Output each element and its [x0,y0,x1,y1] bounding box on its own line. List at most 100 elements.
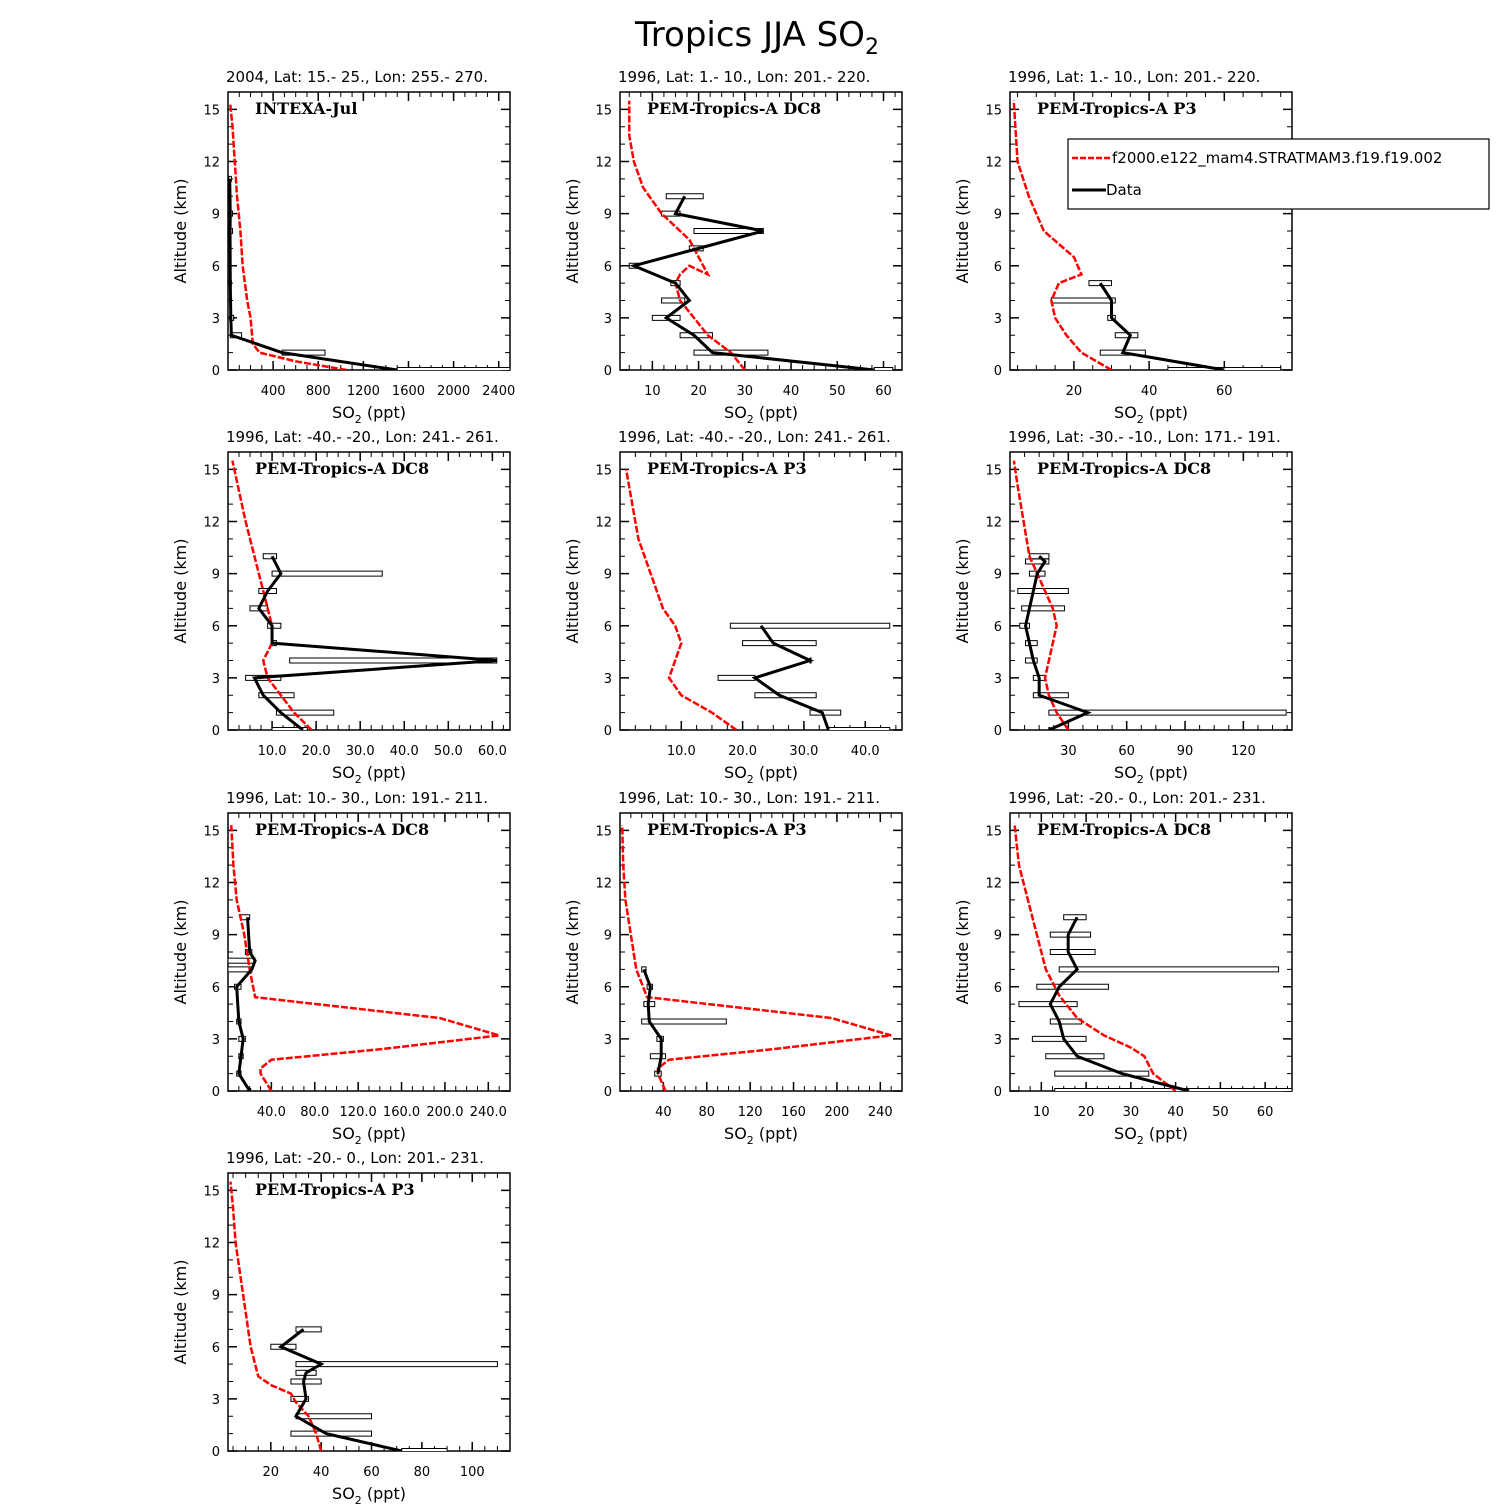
y-tick-label: 12 [203,1237,220,1252]
campaign-label: PEM-Tropics-A P3 [647,459,807,478]
legend-model-label: f2000.e122_mam4.STRATMAM3.f19.f19.002 [1112,149,1442,168]
y-tick-label: 15 [203,824,220,839]
model-line [627,100,746,370]
y-tick-label: 15 [985,103,1002,118]
y-tick-label: 9 [604,929,612,944]
x-axis-label: SO2 (ppt) [332,1124,406,1147]
x-axis-label: SO2 (ppt) [1114,403,1188,426]
y-tick-label: 12 [595,156,612,171]
y-axis-label: Altitude (km) [953,900,972,1005]
model-line [229,104,347,370]
y-tick-label: 12 [203,877,220,892]
y-tick-label: 0 [604,364,612,379]
x-tick-label: 40.0 [851,744,880,759]
campaign-label: PEM-Tropics-A P3 [647,820,807,839]
x-tick-label: 80 [698,1105,715,1120]
error-bar [649,1053,667,1060]
error-bar [1017,588,1069,594]
legend: f2000.e122_mam4.STRATMAM3.f19.f19.002 Da… [1067,138,1490,210]
x-axis-label: SO2 (ppt) [332,763,406,786]
error-bar [717,674,756,681]
x-tick-label: 60 [363,1465,380,1480]
model-line [231,460,313,730]
y-tick-label: 6 [212,620,220,635]
x-axis-label: SO2 (ppt) [724,1124,798,1147]
figure-title: Tropics JJA SO2 [634,15,879,60]
x-tick-label: 60.0 [478,744,507,759]
y-tick-label: 6 [212,260,220,275]
y-tick-label: 0 [212,1445,220,1460]
y-tick-label: 12 [595,516,612,531]
panel-title: 1996, Lat: -20.- 0., Lon: 201.- 231. [226,1149,484,1167]
x-tick-label: 20 [1066,384,1083,399]
panel-3: 0 3 6 9 12 15 20 40 60 1996, Lat: 1.- 10., Lon: 2… [953,68,1293,426]
y-tick-label: 12 [595,877,612,892]
panel-title: 1996, Lat: -40.- -20., Lon: 241.- 261. [226,428,499,446]
y-tick-label: 0 [994,1085,1002,1100]
y-tick-label: 3 [994,312,1002,327]
model-line [229,1181,323,1451]
y-axis-label: Altitude (km) [171,1260,190,1365]
y-tick-label: 0 [994,724,1002,739]
error-bar [1054,1070,1150,1077]
x-tick-label: 60 [1216,384,1233,399]
x-tick-label: 10 [1033,1105,1050,1120]
y-tick-label: 6 [212,1341,220,1356]
y-tick-label: 9 [212,208,220,223]
error-bar [729,622,891,629]
error-bar [262,553,277,560]
panel-8: 0 3 6 9 12 15 40 80 120 160 200 240 1996, Lat: 10.- … [563,789,903,1147]
y-tick-label: 12 [985,156,1002,171]
x-tick-label: 40.0 [257,1105,286,1120]
panel-title: 2004, Lat: 15.- 25., Lon: 255.- 270. [226,68,488,86]
panel-title: 1996, Lat: 1.- 10., Lon: 201.- 220. [1008,68,1260,86]
data-line [751,624,830,730]
campaign-label: INTEXA-Jul [255,99,357,118]
panel-1: 0 3 6 9 12 15 400 800 1200 1600 2000 2400 2004, Lat:… [171,68,515,426]
x-tick-label: 30.0 [789,744,818,759]
panel-9: 0 3 6 9 12 15 10 20 30 40 50 60 1996, Lat: -20.- 0.,… [953,789,1293,1147]
y-tick-label: 12 [985,516,1002,531]
plot-frame [1009,91,1293,371]
data-line [1024,555,1092,730]
x-tick-label: 120 [1231,744,1256,759]
y-tick-label: 6 [604,620,612,635]
data-line [642,968,663,1074]
y-tick-label: 6 [994,620,1002,635]
y-tick-label: 9 [212,1289,220,1304]
error-bar [827,727,891,730]
panel-2: 0 3 6 9 12 15 10 20 30 40 50 60 1996, Lat: 1.- 10., … [563,68,903,426]
campaign-label: PEM-Tropics-A DC8 [647,99,821,118]
x-tick-label: 160 [781,1105,806,1120]
y-tick-label: 3 [994,1033,1002,1048]
x-tick-label: 2400 [482,384,515,399]
x-tick-label: 60 [1118,744,1135,759]
campaign-label: PEM-Tropics-A P3 [1037,99,1197,118]
x-tick-label: 60 [1257,1105,1274,1120]
y-tick-label: 12 [203,516,220,531]
x-tick-label: 200.0 [426,1105,463,1120]
x-axis-label: SO2 (ppt) [724,403,798,426]
x-tick-label: 10.0 [667,744,696,759]
y-tick-label: 9 [994,929,1002,944]
error-bar [809,709,842,716]
x-tick-label: 20.0 [728,744,757,759]
x-tick-label: 200 [825,1105,850,1120]
x-tick-label: 240.0 [470,1105,507,1120]
plot-frame [227,1172,511,1452]
y-tick-label: 15 [595,824,612,839]
x-axis-label: SO2 (ppt) [332,1484,406,1507]
error-bar [873,367,894,370]
plot-area [228,104,510,370]
x-axis-label: SO2 (ppt) [1114,763,1188,786]
error-bar [275,709,335,716]
error-bar [1031,1035,1087,1042]
error-bar [290,1378,322,1385]
y-tick-label: 15 [203,1184,220,1199]
error-bar [290,1395,310,1402]
x-tick-label: 50 [829,384,846,399]
x-tick-label: 10 [644,384,661,399]
y-tick-label: 9 [212,568,220,583]
y-tick-label: 9 [604,568,612,583]
x-tick-label: 90 [1177,744,1194,759]
